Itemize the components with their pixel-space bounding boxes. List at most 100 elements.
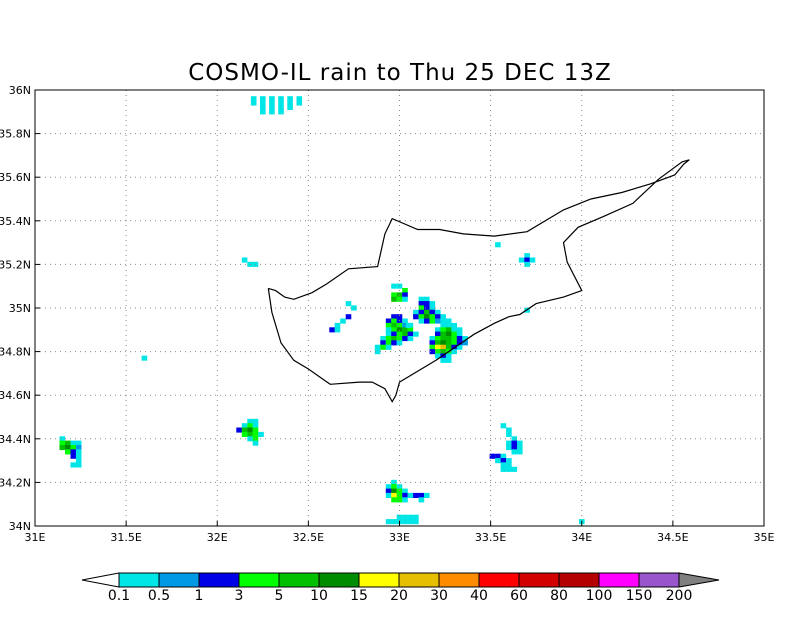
rain-cell [451,340,457,346]
lon-tick-label: 31E [25,531,46,544]
colorbar-box [278,572,320,588]
rain-cell [440,322,446,328]
rain-cell [445,357,452,363]
colorbar: 0.1 0.5 1 3 5 10 15 20 30 40 60 80 100 150 200 [81,572,720,604]
rain-cell [451,336,457,342]
lat-tick-label: 34.6N [0,389,31,402]
colorbar-label: 60 [510,588,528,604]
lat-tick-label: 36N [9,84,31,97]
colorbar-label: 3 [235,588,244,604]
rain-cell [252,431,259,437]
rain-cell [407,327,414,333]
rain-cell [429,309,436,315]
colorbar-box [558,572,600,588]
rain-cell [269,109,275,115]
rain-cell [429,340,436,346]
rain-cell [511,436,518,442]
rain-cell [456,331,463,337]
rain-cell [495,453,501,459]
rain-cell [451,331,457,337]
rain-cell [141,355,148,361]
rain-cell [241,423,248,429]
rain-cell [260,104,266,110]
rain-cell [391,336,397,342]
rain-cell [456,340,463,346]
colorbar-box [198,572,240,588]
rain-cell [456,336,463,342]
colorbar-label: 5 [275,588,284,604]
rain-cell [445,353,452,359]
rain-cell [418,301,425,307]
gridlines [35,90,764,526]
colorbar-box [118,572,160,588]
rain-cell [462,336,468,342]
rain-cell [396,327,403,333]
rain-cell [445,327,452,333]
colorbar-box [638,572,680,588]
rain-cell [407,331,414,337]
colorbar-label: 20 [390,588,408,604]
rain-cell [380,340,386,346]
rain-cell [451,349,457,355]
rain-cell [75,440,82,446]
rain-cell [380,344,386,350]
rain-cell [500,458,507,464]
rain-cell [451,322,457,328]
rain-cell [385,327,392,333]
colorbar-box [518,572,560,588]
rain-cell [260,100,266,106]
rain-cell [247,418,253,424]
rain-cell [59,440,66,446]
rain-cell [413,492,419,498]
rain-cell [524,257,530,263]
rain-cell [385,484,392,490]
rain-cell [511,445,518,451]
rain-cell [385,322,392,328]
colorbar-box [478,572,520,588]
rain-cell [391,484,397,490]
rain-cell [247,427,253,433]
rain-cell [391,296,397,302]
rain-cell [402,322,408,328]
rain-cell [70,445,77,451]
colorbar-box [438,572,480,588]
rain-cell [440,327,446,333]
rain-cell [407,492,414,498]
rain-cell [351,305,357,311]
colorbar-label: 200 [666,588,693,604]
rain-cell [445,340,452,346]
rain-cell [424,492,430,498]
rain-cell [407,336,414,342]
rain-cell [506,466,512,472]
rain-cell [418,492,425,498]
colorbar-label: 40 [470,588,488,604]
rain-cell [435,314,441,320]
colorbar-label: 80 [550,588,568,604]
rain-cell [402,492,408,498]
rain-cell [440,331,446,337]
rain-cell [429,318,436,324]
colorbar-box [238,572,280,588]
coastline-path [267,159,690,403]
rain-cell [241,257,248,263]
rain-cell [440,349,446,355]
rain-cell [445,318,452,324]
lon-tick-label: 33.5E [475,531,506,544]
rain-cell [241,431,248,437]
rain-cell [278,104,284,110]
rain-cell [260,109,266,115]
rain-cell [250,100,257,106]
colorbar-label: 1 [195,588,204,604]
rain-cell [391,318,397,324]
rain-cell [250,96,257,102]
rain-cell [529,257,536,263]
rain-cell [385,344,392,350]
colorbar-label: 30 [430,588,448,604]
rain-cell [402,331,408,337]
rain-cell [278,96,284,102]
rain-cell [524,261,530,267]
rain-cell [402,292,408,298]
rain-cell [424,301,430,307]
rain-cell [391,488,397,494]
